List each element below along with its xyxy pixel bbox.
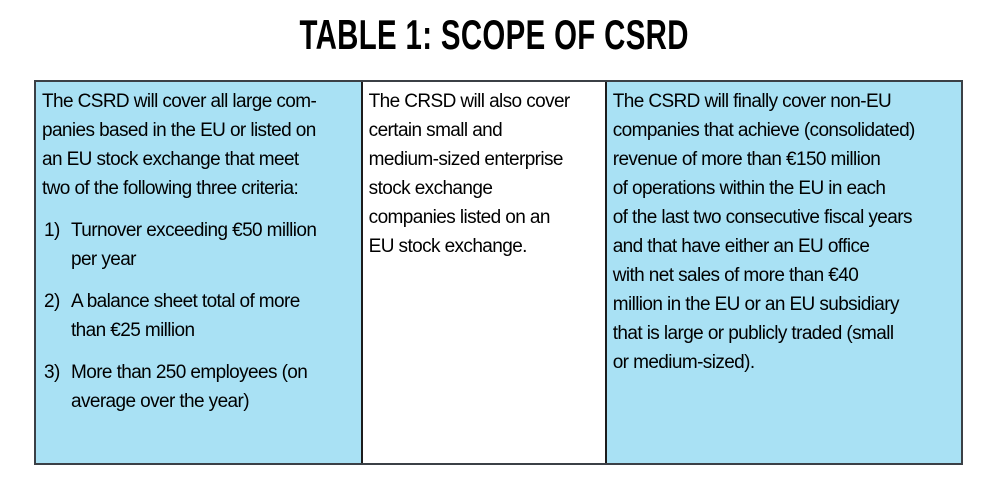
page-title: TABLE 1: SCOPE OF CSRD xyxy=(0,12,988,58)
table-cell-large-eu-companies: The CSRD will cover all large com- panie… xyxy=(36,82,361,463)
large-companies-intro-text: The CSRD will cover all large com- panie… xyxy=(42,91,317,199)
non-eu-companies-text: The CSRD will finally cover non-EU compa… xyxy=(612,91,916,373)
csrd-scope-table: The CSRD will cover all large com- panie… xyxy=(34,80,963,465)
sme-companies-text: The CRSD will also cover certain small a… xyxy=(368,91,571,257)
criterion-item-turnover: 1) Turnover exceeding €50 million per ye… xyxy=(44,216,356,274)
criterion-marker: 2) xyxy=(44,291,60,312)
criterion-item-balance-sheet: 2) A balance sheet total of more than €2… xyxy=(44,287,356,345)
page-title-text: TABLE 1: SCOPE OF CSRD xyxy=(299,11,689,58)
criterion-marker: 3) xyxy=(44,362,60,383)
criterion-text: A balance sheet total of more than €25 m… xyxy=(71,291,300,341)
criterion-text: More than 250 employees (on average over… xyxy=(71,362,308,412)
criterion-marker: 1) xyxy=(44,220,60,241)
table-cell-non-eu-companies: The CSRD will finally cover non-EU compa… xyxy=(606,82,961,463)
criterion-text: Turnover exceeding €50 million per year xyxy=(71,220,317,270)
table-cell-sme-listed-companies: The CRSD will also cover certain small a… xyxy=(360,82,607,463)
criterion-item-employees: 3) More than 250 employees (on average o… xyxy=(44,358,356,416)
